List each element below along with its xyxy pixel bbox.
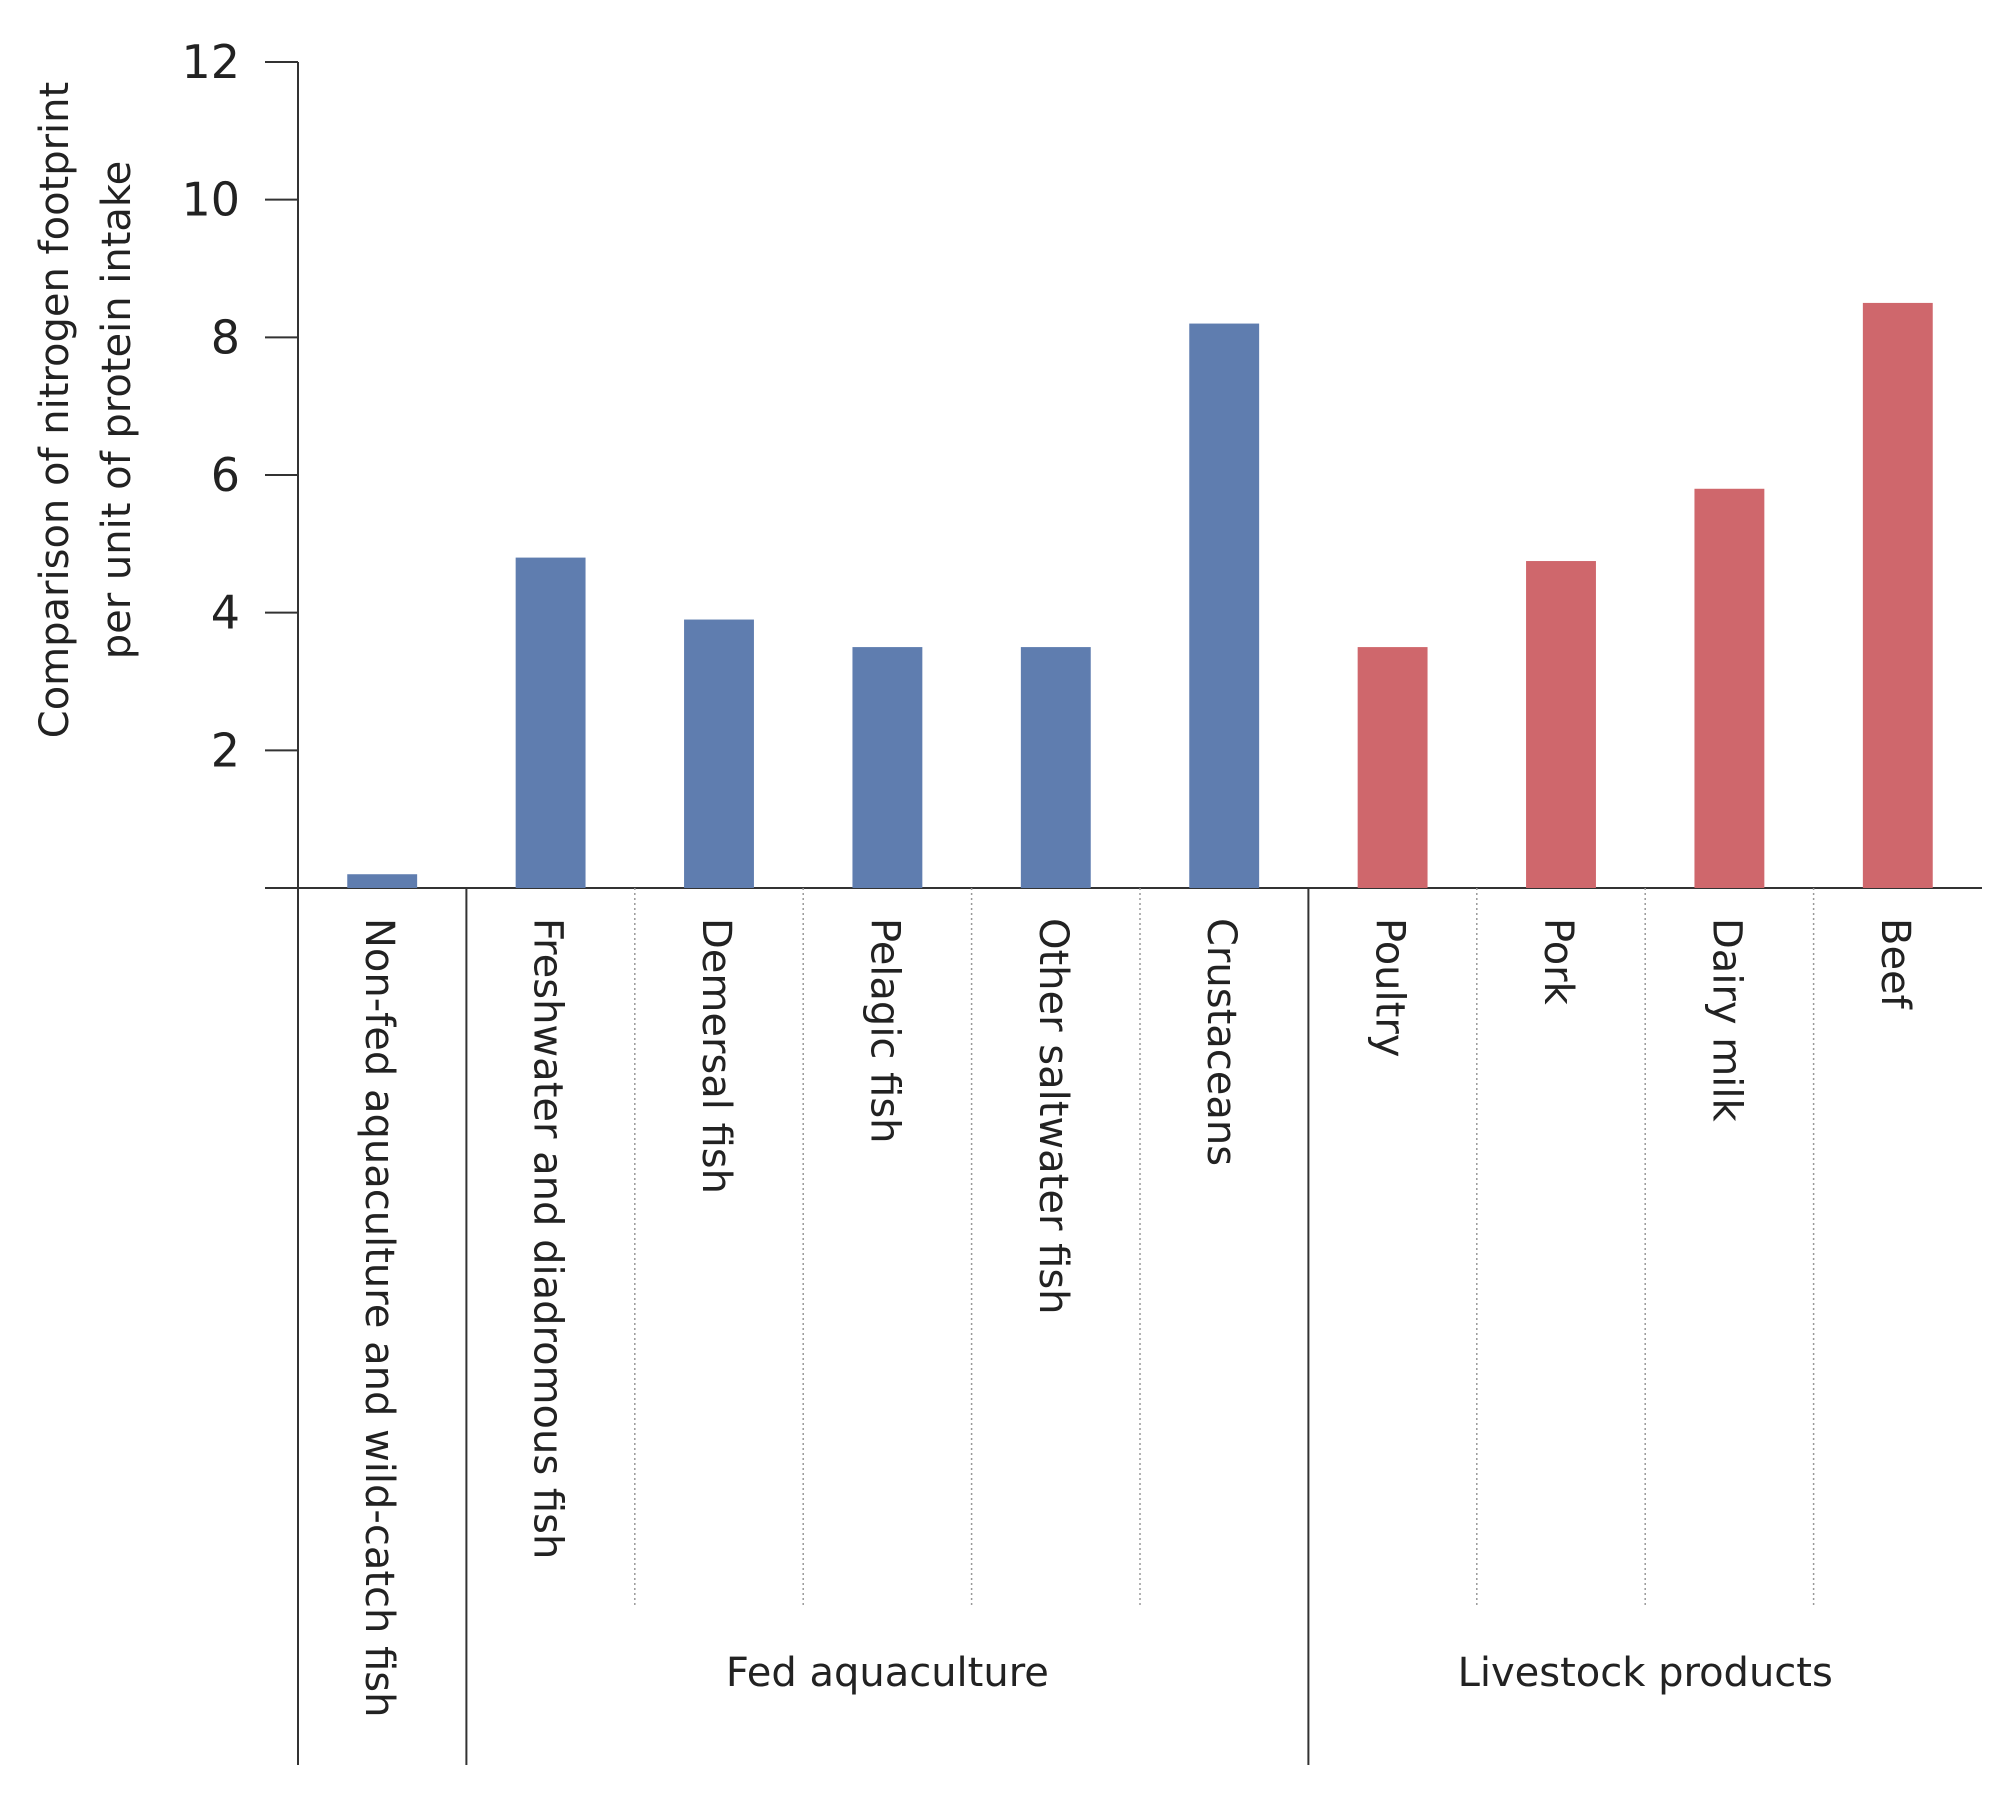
y-tick-label: 8 (211, 310, 240, 364)
y-tick-label: 6 (211, 448, 240, 502)
bar (347, 874, 418, 888)
y-tick-label: 12 (181, 35, 240, 89)
bar (852, 647, 923, 888)
y-tick-label: 10 (181, 173, 240, 227)
y-ticks-layer: 2 4 6 8 10 12 (181, 35, 298, 777)
bar (1526, 561, 1596, 888)
category-label: Freshwater and diadromous fish (525, 918, 571, 1559)
y-axis-title: Comparison of nitrogen footprint per unit… (32, 82, 140, 738)
category-label: Dairy milk (1703, 918, 1749, 1122)
group-label: Livestock products (1458, 1650, 1833, 1696)
group-label: Fed aquaculture (726, 1650, 1049, 1696)
y-tick-label: 4 (211, 586, 240, 640)
bar (515, 557, 586, 888)
axes-layer (265, 62, 1982, 1765)
bars-layer (347, 302, 1933, 889)
category-labels-layer: Non-fed aquaculture and wild-catch fish F… (356, 918, 1918, 1718)
category-label: Pelagic fish (861, 918, 907, 1144)
bar (1694, 488, 1765, 888)
category-label: Beef (1872, 918, 1918, 1010)
bar (1357, 647, 1428, 888)
bar (1189, 323, 1260, 889)
bar (684, 619, 754, 888)
category-label: Pork (1535, 918, 1581, 1006)
category-label: Crustaceans (1198, 918, 1244, 1166)
category-label: Other saltwater fish (1030, 918, 1076, 1315)
category-label: Poultry (1367, 918, 1413, 1057)
y-axis-title-line: Comparison of nitrogen footprint (32, 82, 78, 738)
group-labels-layer: Fed aquaculture Livestock products (726, 1650, 1833, 1696)
category-label: Demersal fish (693, 918, 739, 1194)
bar (1020, 647, 1091, 888)
y-axis-title-line: per unit of protein intake (94, 161, 140, 660)
category-label: Non-fed aquaculture and wild-catch fish (356, 918, 402, 1718)
y-tick-label: 2 (211, 723, 240, 777)
bar (1862, 302, 1933, 889)
